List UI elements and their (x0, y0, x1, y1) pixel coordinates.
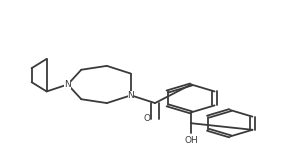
Text: N: N (128, 91, 134, 100)
Text: O: O (144, 114, 150, 123)
Text: OH: OH (184, 136, 198, 145)
Text: N: N (64, 80, 71, 89)
